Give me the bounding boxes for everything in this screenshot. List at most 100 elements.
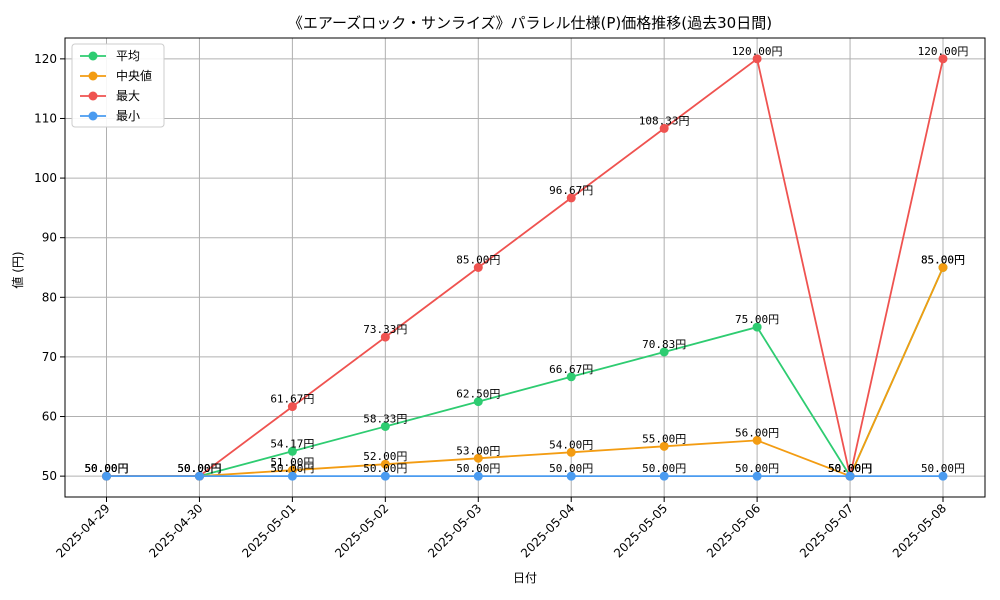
data-point [380,421,390,431]
axes: 2025-04-29 2025-04-30 2025-05-01 2025-05-02… [34,37,986,560]
series-line [106,267,944,479]
x-tick-label: 2025-05-08 [890,501,949,560]
data-label: 54.17円 [270,437,314,450]
data-label: 50.00円 [735,462,779,475]
legend-marker [88,111,98,121]
data-label: 50.00円 [84,462,128,475]
data-point [380,332,390,342]
data-label: 85.00円 [921,254,965,267]
data-label: 50.00円 [84,462,128,475]
x-tick-label: 2025-05-01 [239,501,298,560]
x-tick-label: 2025-04-30 [146,501,205,560]
data-label: 50.00円 [828,462,872,475]
series-1 [102,263,948,481]
x-tick-label: 2025-05-02 [332,501,391,560]
data-label: 73.33円 [363,323,407,336]
data-label: 50.00円 [177,462,221,475]
x-tick-label: 2025-05-07 [797,501,856,560]
data-label: 50.00円 [921,462,965,475]
legend-marker [88,71,98,81]
data-label: 50.00円 [363,462,407,475]
data-label: 50.00円 [84,462,128,475]
data-label: 61.67円 [270,393,314,406]
data-point [380,471,390,481]
data-label: 108.33円 [639,114,690,127]
data-point [659,123,669,133]
data-point [659,471,669,481]
series-line [106,267,944,478]
plot-frame [64,37,986,498]
y-tick-label: 120 [34,52,57,66]
data-point [287,446,297,456]
legend-label: 中央値 [116,68,152,83]
data-point [566,372,576,382]
y-tick-label: 50 [42,469,57,483]
data-point [473,453,483,463]
series-line [106,57,944,478]
data-point [659,441,669,451]
y-tick-label: 70 [42,350,57,364]
data-label: 55.00円 [642,432,686,445]
data-label: 50.00円 [642,462,686,475]
data-point [938,263,948,272]
data-label: 53.00円 [456,444,500,457]
data-point [566,447,576,457]
data-label: 50.00円 [828,462,872,475]
data-point [752,54,762,64]
legend-marker [88,91,98,101]
data-point [659,347,669,357]
data-label: 51.00円 [270,456,314,469]
legend-item: 平均 [80,49,140,63]
data-label: 85.00円 [921,254,965,267]
x-tick-label: 2025-04-29 [53,501,112,560]
series-layer [102,54,948,481]
y-tick-label: 110 [34,111,57,125]
data-label: 66.67円 [549,363,593,376]
data-label: 50.00円 [177,462,221,475]
legend-label: 最小 [116,109,140,123]
legend-item: 最大 [80,89,140,103]
x-axis-label: 日付 [513,571,537,585]
data-label: 50.00円 [270,462,314,475]
data-point [102,471,111,481]
data-label: 56.00円 [735,426,779,439]
x-tick-label: 2025-05-04 [518,501,577,560]
grid [65,38,985,497]
data-point [287,402,297,412]
legend-marker [88,51,98,61]
data-label: 50.00円 [549,462,593,475]
legend-label: 最大 [116,89,140,103]
y-tick-label: 60 [42,410,57,424]
legend-box [71,43,165,128]
legend-label: 平均 [116,49,140,63]
series-0 [102,263,948,481]
y-tick-label: 90 [42,231,57,245]
data-label: 50.00円 [84,462,128,475]
data-point [752,471,762,481]
data-label: 120.00円 [732,45,783,58]
data-label: 50.00円 [177,462,221,475]
data-label: 85.00円 [456,254,500,267]
data-label: 52.00円 [363,450,407,463]
data-label: 96.67円 [549,184,593,197]
x-tick-label: 2025-05-06 [704,501,763,560]
legend-item: 中央値 [80,68,152,83]
data-labels: 50.00円 50.00円 54.17円 58.33円 62.50円 66.67円 70.8… [84,45,968,475]
series-3 [102,471,948,481]
data-label: 62.50円 [456,388,500,401]
data-point [566,193,576,203]
data-point [287,471,297,481]
data-point [380,459,390,469]
data-point [566,471,576,481]
data-label: 50.00円 [177,462,221,475]
y-tick-label: 100 [34,171,57,185]
data-label: 50.00円 [828,462,872,475]
data-point [938,54,948,64]
legend-item: 最小 [80,109,140,123]
y-axis-label: 値 (円) [10,251,25,288]
data-point [473,397,483,407]
y-tick-label: 80 [42,290,57,304]
data-point [752,435,762,445]
data-point [473,263,483,272]
